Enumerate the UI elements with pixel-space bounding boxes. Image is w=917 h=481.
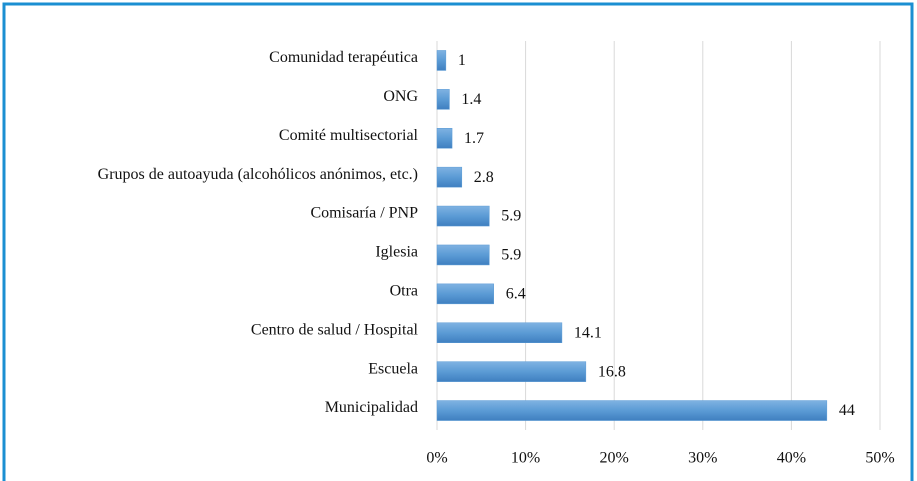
data-label: 2.8 <box>474 169 494 186</box>
y-tick-label: Comisaría / PNP <box>310 205 418 222</box>
x-tick-label: 50% <box>865 450 894 467</box>
x-tick-label: 40% <box>777 450 806 467</box>
data-label: 6.4 <box>506 286 526 303</box>
bar <box>436 50 447 71</box>
data-label: 1.4 <box>461 91 481 108</box>
x-tick-label: 0% <box>426 450 447 467</box>
x-tick-label: 30% <box>688 450 717 467</box>
x-tick-label: 10% <box>511 450 540 467</box>
bar <box>436 361 587 382</box>
bar <box>436 128 453 149</box>
y-tick-label: ONG <box>383 88 418 105</box>
bar <box>436 205 490 227</box>
y-tick-label: Comunidad terapéutica <box>269 49 418 66</box>
bar <box>436 400 828 421</box>
data-label: 1 <box>458 52 466 69</box>
data-label: 44 <box>839 402 855 419</box>
y-tick-label: Iglesia <box>375 244 418 261</box>
y-tick-label: Comité multisectorial <box>279 127 419 144</box>
data-label: 1.7 <box>464 130 484 147</box>
bar <box>436 322 563 343</box>
bar <box>436 89 450 110</box>
y-tick-label: Municipalidad <box>325 399 418 416</box>
y-tick-label: Centro de salud / Hospital <box>251 321 419 338</box>
data-label: 5.9 <box>501 247 521 264</box>
y-tick-label: Otra <box>390 283 418 300</box>
data-label: 14.1 <box>574 324 602 341</box>
bar <box>436 283 494 305</box>
bar <box>436 166 463 188</box>
y-tick-label: Grupos de autoayuda (alcohólicos anónimo… <box>98 166 418 183</box>
bar <box>436 244 490 266</box>
x-tick-label: 20% <box>600 450 629 467</box>
data-label: 16.8 <box>598 363 626 380</box>
y-tick-label: Escuela <box>368 360 418 377</box>
data-label: 5.9 <box>501 208 521 225</box>
